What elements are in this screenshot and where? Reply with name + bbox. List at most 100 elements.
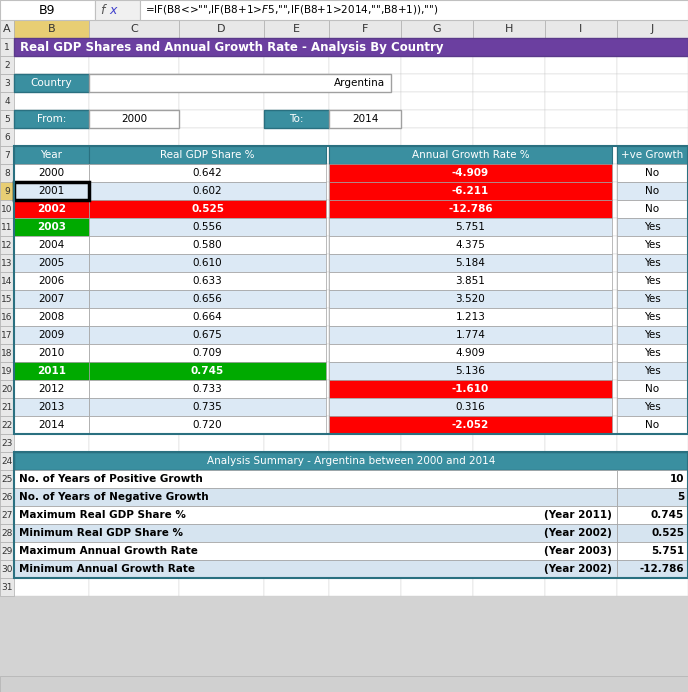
Bar (0, 290, 14, 308)
Text: 1.213: 1.213 (455, 312, 486, 322)
Bar (329, 290, 612, 308)
Bar (14, 236, 89, 254)
Bar (329, 488, 401, 506)
Bar (0, 524, 14, 542)
Bar (179, 272, 264, 290)
Bar (264, 164, 329, 182)
Bar (401, 20, 473, 38)
Bar (264, 578, 329, 596)
Bar (401, 326, 473, 344)
Bar (617, 308, 688, 326)
Bar (14, 470, 89, 488)
Text: 2000: 2000 (39, 168, 65, 178)
Bar (0, 236, 14, 254)
Text: 2002: 2002 (37, 204, 66, 214)
Text: No: No (645, 204, 660, 214)
Bar (0, 542, 14, 560)
Bar (401, 308, 473, 326)
Bar (179, 308, 264, 326)
Bar (0, 470, 14, 488)
Bar (617, 254, 688, 272)
Bar (89, 200, 179, 218)
Bar (140, 0, 688, 20)
Text: 4: 4 (4, 96, 10, 105)
Bar (401, 38, 473, 56)
Bar (264, 236, 329, 254)
Bar (89, 146, 179, 164)
Bar (329, 182, 401, 200)
Bar (617, 290, 688, 308)
Bar (401, 56, 473, 74)
Bar (401, 164, 473, 182)
Bar (329, 326, 401, 344)
Bar (329, 398, 612, 416)
Text: 0.664: 0.664 (193, 312, 222, 322)
Bar (14, 452, 89, 470)
Bar (14, 362, 89, 380)
Bar (14, 236, 89, 254)
Bar (14, 146, 89, 164)
Bar (473, 380, 545, 398)
Bar (179, 128, 264, 146)
Text: Annual Growth Rate %: Annual Growth Rate % (411, 150, 529, 160)
Bar (329, 362, 612, 380)
Bar (264, 254, 329, 272)
Bar (89, 560, 179, 578)
Bar (14, 164, 89, 182)
Bar (617, 272, 688, 290)
Bar (617, 218, 688, 236)
Bar (179, 146, 264, 164)
Text: 20: 20 (1, 385, 12, 394)
Text: 0.580: 0.580 (193, 240, 222, 250)
Bar (89, 110, 179, 128)
Bar (401, 578, 473, 596)
Text: 19: 19 (1, 367, 13, 376)
Text: Yes: Yes (644, 330, 661, 340)
Bar (0, 676, 688, 692)
Bar (617, 326, 688, 344)
Bar (545, 56, 617, 74)
Bar (401, 92, 473, 110)
Bar (179, 416, 264, 434)
Bar (329, 344, 612, 362)
Text: 0.633: 0.633 (193, 276, 222, 286)
Bar (264, 110, 329, 128)
Bar (473, 506, 545, 524)
Bar (473, 272, 545, 290)
Bar (264, 74, 329, 92)
Bar (545, 74, 617, 92)
Text: 2004: 2004 (39, 240, 65, 250)
Text: -12.786: -12.786 (639, 564, 684, 574)
Text: Maximum Real GDP Share %: Maximum Real GDP Share % (19, 510, 186, 520)
Bar (179, 92, 264, 110)
Bar (89, 128, 179, 146)
Bar (329, 164, 401, 182)
Bar (401, 344, 473, 362)
Bar (617, 506, 688, 524)
Bar (329, 20, 401, 38)
Bar (14, 146, 89, 164)
Bar (473, 20, 545, 38)
Text: 31: 31 (1, 583, 13, 592)
Bar (14, 488, 89, 506)
Bar (14, 470, 617, 488)
Bar (179, 506, 264, 524)
Text: 5.136: 5.136 (455, 366, 486, 376)
Bar (545, 578, 617, 596)
Bar (617, 470, 688, 488)
Bar (264, 38, 329, 56)
Bar (401, 416, 473, 434)
Bar (473, 56, 545, 74)
Bar (545, 200, 617, 218)
Bar (617, 128, 688, 146)
Bar (89, 362, 326, 380)
Bar (329, 308, 401, 326)
Text: 8: 8 (4, 168, 10, 178)
Bar (179, 74, 264, 92)
Bar (545, 542, 617, 560)
Bar (89, 110, 179, 128)
Text: (Year 2002): (Year 2002) (544, 528, 612, 538)
Bar (0, 416, 14, 434)
Bar (14, 542, 89, 560)
Bar (14, 506, 617, 524)
